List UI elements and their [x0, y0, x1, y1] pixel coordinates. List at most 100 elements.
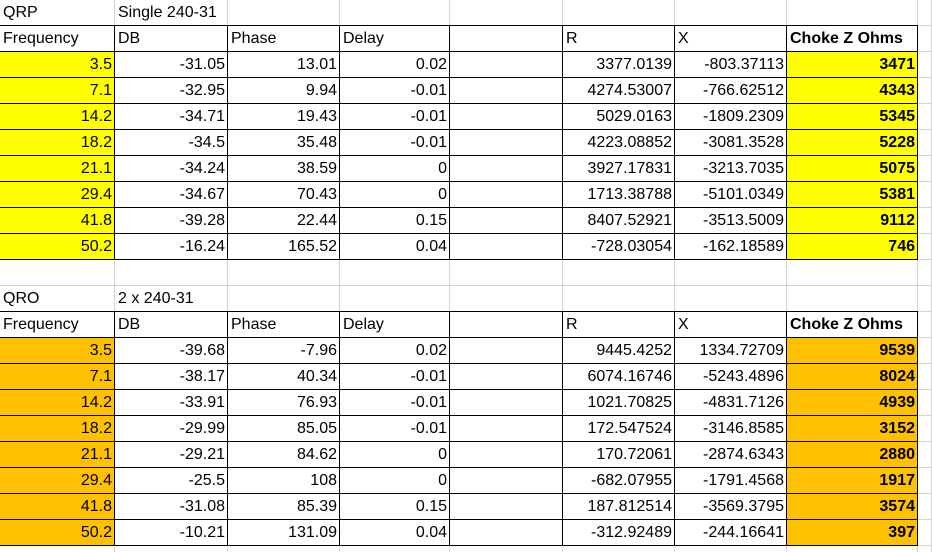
- value-cell: -682.07955: [591, 472, 672, 489]
- choke-cell: 3574: [879, 498, 915, 515]
- grid-cell: [918, 520, 932, 546]
- value-cell: -0.01: [410, 394, 447, 411]
- table-cell: [449, 233, 563, 260]
- value-cell: 85.39: [296, 498, 337, 515]
- grid-cell: [918, 546, 932, 552]
- frequency-cell: 41.8: [80, 498, 112, 515]
- table-cell: [449, 389, 563, 416]
- grid-cell: [340, 0, 450, 26]
- column-header: Delay: [343, 30, 384, 47]
- value-cell: -38.17: [179, 368, 225, 385]
- frequency-cell: 18.2: [80, 134, 112, 151]
- table-cell: [786, 441, 918, 468]
- value-cell: 0.04: [415, 524, 447, 541]
- column-header: DB: [118, 316, 141, 333]
- value-cell: -5101.0349: [703, 186, 784, 203]
- value-cell: -803.37113: [704, 56, 784, 73]
- table-cell: [449, 467, 563, 494]
- value-cell: -25.5: [188, 472, 225, 489]
- table-cell: [449, 25, 563, 52]
- grid-cell: [918, 390, 932, 416]
- grid-cell: [340, 260, 450, 286]
- value-cell: -5243.4896: [703, 368, 784, 385]
- table-cell: [449, 51, 563, 78]
- value-cell: 3927.17831: [587, 160, 672, 177]
- value-cell: 40.34: [296, 368, 337, 385]
- grid-cell: [918, 78, 932, 104]
- choke-cell: 3471: [879, 56, 915, 73]
- grid-cell: [450, 0, 563, 26]
- grid-cell: [340, 546, 450, 552]
- table-cell: [449, 103, 563, 130]
- value-cell: -0.01: [410, 82, 447, 99]
- grid-cell: [918, 442, 932, 468]
- value-cell: -766.62512: [703, 82, 784, 99]
- value-cell: 22.44: [296, 212, 337, 229]
- value-cell: -3146.8585: [703, 420, 784, 437]
- grid-cell: [228, 546, 340, 552]
- value-cell: -0.01: [410, 420, 447, 437]
- choke-cell: 397: [888, 524, 915, 541]
- value-cell: -3569.3795: [703, 498, 784, 515]
- column-header: Delay: [343, 316, 384, 333]
- value-cell: 84.62: [296, 446, 337, 463]
- value-cell: 172.547524: [587, 420, 672, 437]
- table-cell: [786, 467, 918, 494]
- grid-cell: [115, 546, 228, 552]
- value-cell: 0: [438, 472, 447, 489]
- value-cell: -33.91: [179, 394, 225, 411]
- value-cell: 4274.53007: [587, 82, 672, 99]
- table-cell: [786, 519, 918, 546]
- section-label: QRP: [3, 4, 38, 21]
- grid-cell: [787, 260, 918, 286]
- value-cell: 0: [438, 446, 447, 463]
- column-header: X: [678, 30, 689, 47]
- grid-cell: [563, 546, 675, 552]
- value-cell: 1713.38788: [587, 186, 672, 203]
- choke-cell: 5075: [879, 160, 915, 177]
- grid-cell: [675, 0, 787, 26]
- frequency-cell: 14.2: [80, 108, 112, 125]
- value-cell: -244.16641: [703, 524, 784, 541]
- grid-cell: [918, 208, 932, 234]
- value-cell: 85.05: [296, 420, 337, 437]
- value-cell: 0: [438, 186, 447, 203]
- value-cell: 0: [438, 160, 447, 177]
- section-subtitle: 2 x 240-31: [118, 290, 194, 307]
- value-cell: 35.48: [296, 134, 337, 151]
- grid-cell: [450, 260, 563, 286]
- value-cell: -312.92489: [591, 524, 672, 541]
- value-cell: -34.5: [188, 134, 225, 151]
- value-cell: -29.21: [179, 446, 225, 463]
- value-cell: 76.93: [296, 394, 337, 411]
- grid-cell: [918, 26, 932, 52]
- grid-cell: [787, 0, 918, 26]
- grid-cell: [563, 0, 675, 26]
- column-header: R: [566, 30, 578, 47]
- choke-cell: 4939: [879, 394, 915, 411]
- value-cell: -3081.3528: [703, 134, 784, 151]
- value-cell: 1021.70825: [587, 394, 672, 411]
- value-cell: -7.96: [300, 342, 337, 359]
- choke-cell: 8024: [879, 368, 915, 385]
- value-cell: -0.01: [410, 108, 447, 125]
- table-cell: [449, 77, 563, 104]
- value-cell: -39.68: [179, 342, 225, 359]
- grid-cell: [918, 104, 932, 130]
- value-cell: -29.99: [179, 420, 225, 437]
- value-cell: 0.15: [415, 498, 447, 515]
- choke-cell: 4343: [879, 82, 915, 99]
- value-cell: 3377.0139: [596, 56, 672, 73]
- value-cell: 1334.72709: [699, 342, 784, 359]
- grid-cell: [918, 494, 932, 520]
- grid-cell: [918, 364, 932, 390]
- column-header: DB: [118, 30, 141, 47]
- value-cell: 13.01: [296, 56, 337, 73]
- value-cell: -31.08: [179, 498, 225, 515]
- choke-cell: 5381: [879, 186, 915, 203]
- value-cell: -34.67: [179, 186, 225, 203]
- frequency-cell: 21.1: [80, 446, 112, 463]
- column-header: Choke Z Ohms: [790, 30, 903, 47]
- grid-cell: [675, 286, 787, 312]
- section-label: QRO: [3, 290, 40, 307]
